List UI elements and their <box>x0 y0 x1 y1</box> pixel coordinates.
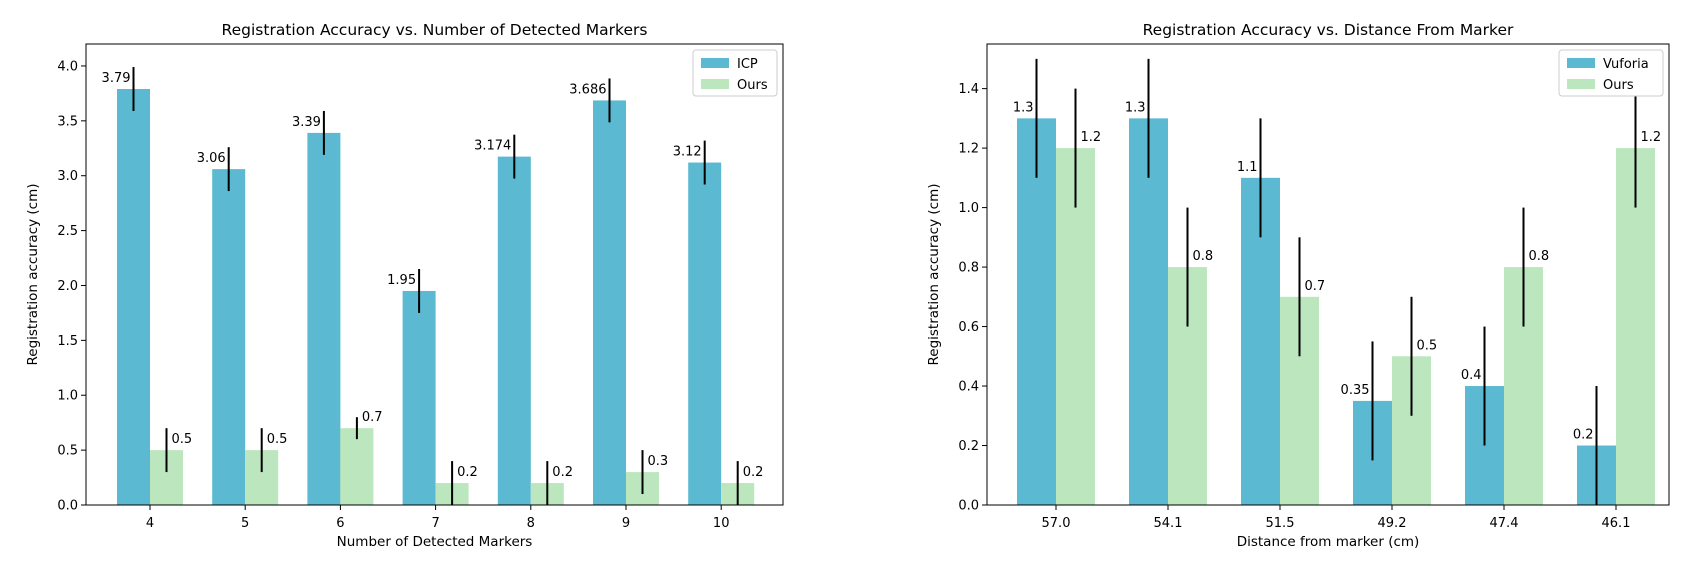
bar-icp-10 <box>688 162 722 506</box>
y-axis-label: Registration accuracy (cm) <box>25 183 41 365</box>
legend-swatch-ours <box>701 79 729 89</box>
data-label: 1.2 <box>1641 130 1662 145</box>
data-label: 0.2 <box>743 465 764 480</box>
bar-icp-5 <box>212 169 246 505</box>
y-tick-label: 0.6 <box>958 320 979 335</box>
y-tick-label: 2.0 <box>57 279 78 294</box>
chart-panel-2: Registration Accuracy vs. Distance From … <box>926 21 1670 550</box>
data-label: 3.79 <box>102 71 131 86</box>
data-label: 0.5 <box>267 432 288 447</box>
data-label: 1.1 <box>1237 160 1258 175</box>
data-label: 0.2 <box>457 465 478 480</box>
data-label: 0.5 <box>1417 338 1438 353</box>
legend-swatch-vuforia <box>1567 58 1595 68</box>
bar-vuforia-54.1 <box>1129 118 1168 506</box>
data-label: 1.3 <box>1125 100 1146 115</box>
data-label: 3.12 <box>673 145 702 160</box>
legend-swatch-icp <box>701 58 729 68</box>
bar-icp-6 <box>307 132 341 505</box>
y-tick-label: 1.0 <box>57 389 78 404</box>
legend-swatch-ours <box>1567 79 1595 89</box>
legend-label: Vuforia <box>1603 57 1649 72</box>
legend-label: Ours <box>1603 78 1634 93</box>
y-tick-label: 4.0 <box>57 59 78 74</box>
bar-vuforia-57.0 <box>1017 118 1056 506</box>
y-tick-label: 1.0 <box>958 201 979 216</box>
x-tick-label: 57.0 <box>1042 516 1071 531</box>
x-tick-label: 46.1 <box>1602 516 1631 531</box>
data-label: 3.06 <box>197 151 226 166</box>
chart-title: Registration Accuracy vs. Distance From … <box>1143 21 1514 39</box>
data-label: 1.2 <box>1081 130 1102 145</box>
data-label: 0.7 <box>1305 279 1326 294</box>
x-axis-label: Number of Detected Markers <box>337 534 533 550</box>
y-tick-label: 3.5 <box>57 114 78 129</box>
chart-title: Registration Accuracy vs. Number of Dete… <box>222 21 648 39</box>
y-tick-label: 2.5 <box>57 224 78 239</box>
bar-icp-7 <box>402 290 436 505</box>
bar-icp-8 <box>497 156 531 505</box>
x-tick-label: 51.5 <box>1266 516 1295 531</box>
bar-ours-6 <box>340 428 374 505</box>
x-tick-label: 4 <box>146 516 154 531</box>
x-tick-label: 9 <box>622 516 630 531</box>
legend-label: ICP <box>737 57 758 72</box>
x-tick-label: 6 <box>336 516 344 531</box>
x-tick-label: 49.2 <box>1378 516 1407 531</box>
data-label: 1.3 <box>1013 100 1034 115</box>
y-tick-label: 0.0 <box>958 499 979 514</box>
plot-frame <box>85 43 784 506</box>
y-tick-label: 3.0 <box>57 169 78 184</box>
y-tick-label: 1.2 <box>958 142 979 157</box>
bar-icp-4 <box>117 89 150 505</box>
legend-label: Ours <box>737 78 768 93</box>
x-tick-label: 54.1 <box>1154 516 1183 531</box>
data-label: 0.2 <box>552 465 573 480</box>
y-tick-label: 0.4 <box>958 380 979 395</box>
data-label: 0.5 <box>172 432 193 447</box>
x-axis-label: Distance from marker (cm) <box>1237 534 1420 550</box>
y-tick-label: 1.4 <box>958 82 979 97</box>
x-tick-label: 5 <box>241 516 249 531</box>
y-tick-label: 0.2 <box>958 439 979 454</box>
y-tick-label: 0.0 <box>57 499 78 514</box>
data-label: 0.35 <box>1341 383 1370 398</box>
bar-icp-9 <box>593 100 626 506</box>
data-label: 3.686 <box>569 82 606 97</box>
legend: ICP Ours <box>692 49 778 97</box>
data-label: 1.95 <box>387 273 416 288</box>
data-label: 3.174 <box>474 139 511 154</box>
plot-frame <box>986 43 1670 506</box>
data-label: 0.8 <box>1193 249 1214 264</box>
chart-panel-1: Registration Accuracy vs. Number of Dete… <box>25 21 784 550</box>
data-label: 0.7 <box>362 410 383 425</box>
y-tick-label: 0.8 <box>958 261 979 276</box>
data-label: 0.4 <box>1461 368 1482 383</box>
data-label: 0.3 <box>648 454 669 469</box>
data-label: 0.2 <box>1573 428 1594 443</box>
data-label: 3.39 <box>292 115 321 130</box>
y-tick-label: 0.5 <box>57 444 78 459</box>
x-tick-label: 7 <box>431 516 439 531</box>
x-tick-label: 10 <box>713 516 730 531</box>
y-axis-label: Registration accuracy (cm) <box>926 183 942 365</box>
data-label: 0.8 <box>1529 249 1550 264</box>
x-tick-label: 47.4 <box>1490 516 1519 531</box>
y-tick-label: 1.5 <box>57 334 78 349</box>
x-tick-label: 8 <box>527 516 535 531</box>
legend: Vuforia Ours <box>1558 49 1664 97</box>
